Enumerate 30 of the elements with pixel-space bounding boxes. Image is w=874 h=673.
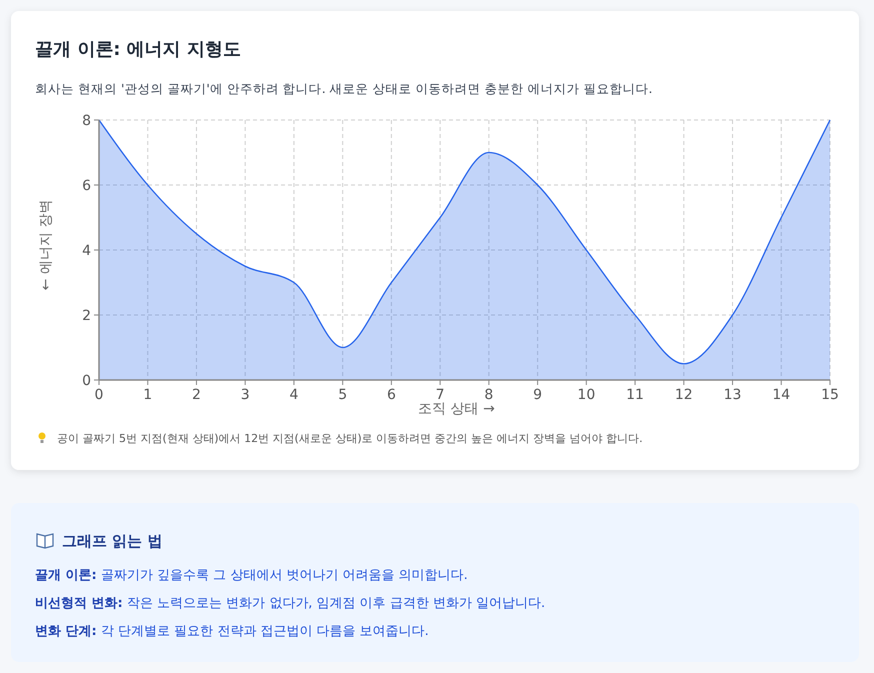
x-tick-label: 14 <box>772 387 790 403</box>
x-axis-title: 조직 상태 → <box>418 401 496 417</box>
chart-title: 끌개 이론: 에너지 지형도 <box>35 39 241 60</box>
x-tick-label: 0 <box>94 387 104 403</box>
chart-subtitle: 회사는 현재의 '관성의 골짜기'에 안주하려 합니다. 새로운 상태로 이동하려면 충분한 에너지가 필요합니다. <box>35 81 653 96</box>
y-axis-title: ← 에너지 장벽 <box>38 200 54 290</box>
text: 공이 골짜기 5번 지점(현재 상태)에서 12번 지점(새로운 상태)로 이동하려면 중간의 높은 에너지 장벽을 넘어야 합니다. <box>57 432 643 445</box>
x-tick-label: 6 <box>386 387 396 403</box>
x-tick-label: 3 <box>240 387 250 403</box>
y-tick-label: 8 <box>82 113 91 129</box>
x-tick-label: 7 <box>436 387 445 403</box>
text: 끌개 이론: 골짜기가 깊을수록 그 상태에서 벗어나기 어려움을 의미합니다. <box>35 568 468 583</box>
x-tick-label: 10 <box>577 387 596 403</box>
x-tick-label: 2 <box>192 387 201 403</box>
text: 비선형적 변화: 작은 노력으로는 변화가 없다가, 임계점 이후 급격한 변화가 일어납니다. <box>35 596 546 611</box>
x-tick-label: 9 <box>533 387 542 403</box>
text: 변화 단계: 각 단계별로 필요한 전략과 접근법이 다름을 보여줍니다. <box>35 624 429 639</box>
y-tick-label: 4 <box>82 243 92 259</box>
y-tick-label: 0 <box>82 373 91 389</box>
x-tick-label: 5 <box>338 387 348 403</box>
x-tick-label: 11 <box>626 387 644 403</box>
y-tick-label: 2 <box>82 308 91 324</box>
x-tick-label: 1 <box>143 387 152 403</box>
x-tick-label: 4 <box>289 387 298 403</box>
x-tick-label: 12 <box>674 387 693 403</box>
x-tick-label: 15 <box>821 387 839 403</box>
text: 그래프 읽는 법 <box>62 532 162 550</box>
y-tick-label: 6 <box>82 178 92 194</box>
x-tick-label: 13 <box>724 387 742 403</box>
x-tick-label: 8 <box>484 387 494 403</box>
